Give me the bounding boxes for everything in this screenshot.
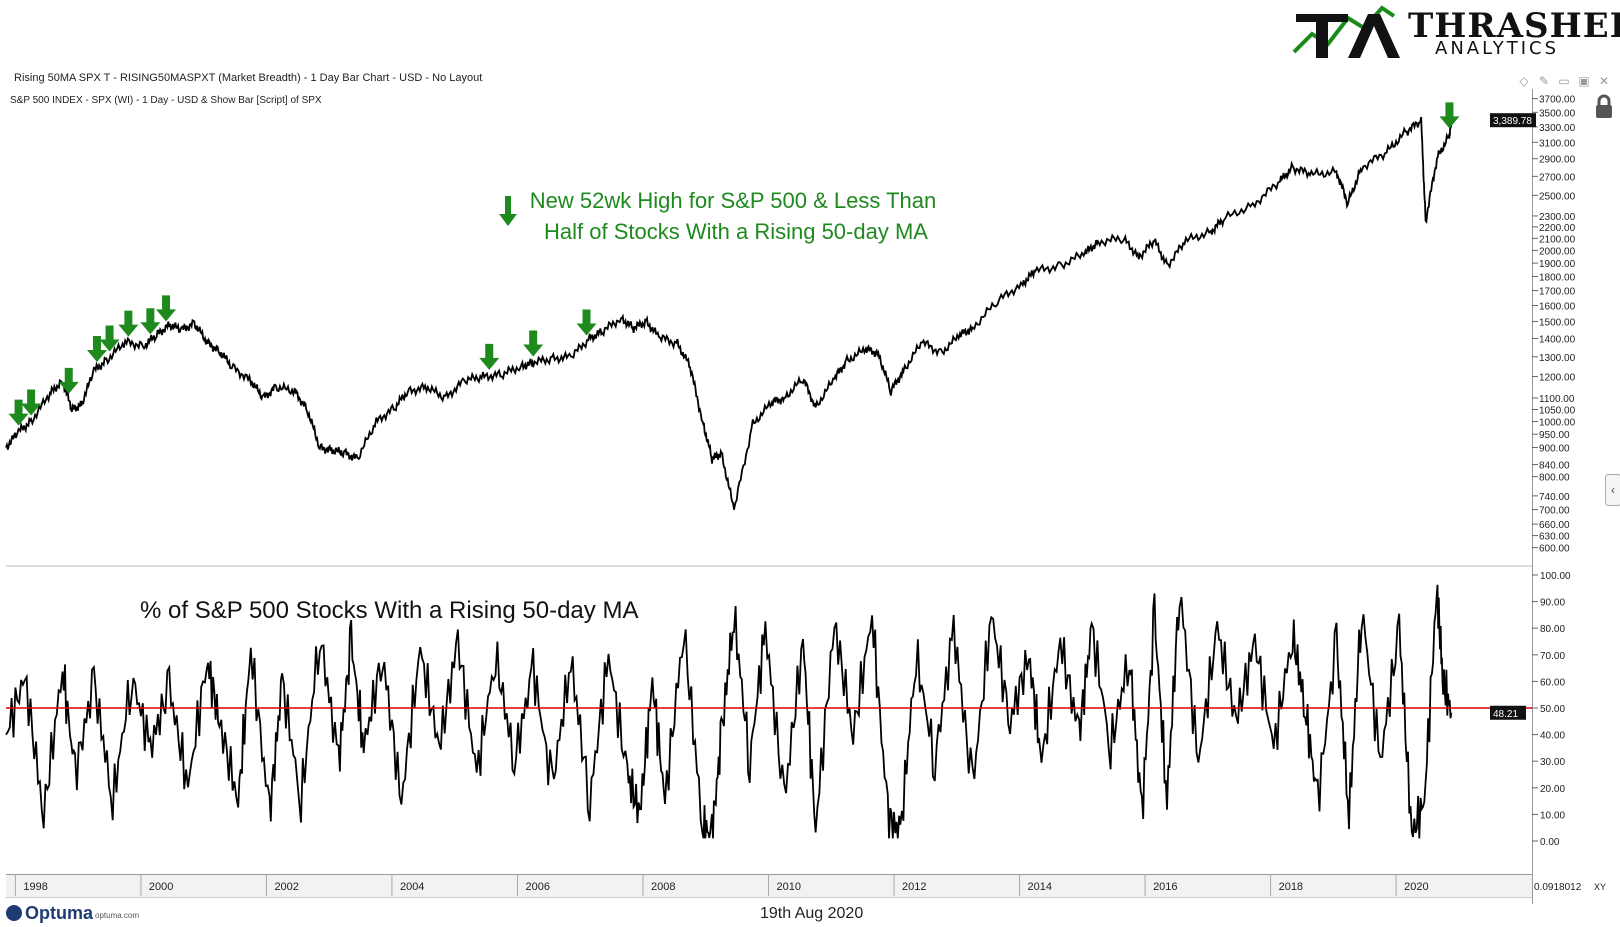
last-price-label: 3,389.78 <box>1493 116 1532 127</box>
signal-arrow <box>21 389 42 416</box>
legend-arrow <box>499 196 517 226</box>
price-axis-tick-label: 660.00 <box>1539 520 1570 531</box>
signal-arrow <box>140 308 161 335</box>
breadth-axis-tick-label: 30.00 <box>1540 757 1565 768</box>
price-axis-tick-label: 3300.00 <box>1539 123 1576 134</box>
time-axis-tick-label: 2002 <box>274 881 298 893</box>
price-axis-tick-label: 2900.00 <box>1539 155 1576 166</box>
breadth-line <box>5 584 1453 839</box>
breadth-axis-tick-label: 90.00 <box>1540 598 1565 609</box>
breadth-axis-tick-label: 70.00 <box>1540 651 1565 662</box>
price-axis-tick-label: 1900.00 <box>1539 259 1576 270</box>
breadth-axis-tick-label: 20.00 <box>1540 784 1565 795</box>
signal-arrow <box>87 335 107 362</box>
breadth-axis-tick-label: 60.00 <box>1540 677 1565 688</box>
price-axis-tick-label: 2200.00 <box>1539 223 1576 234</box>
time-axis-tick-label: 2014 <box>1028 881 1052 893</box>
time-axis-tick-label: 2016 <box>1153 881 1177 893</box>
annotation-line-2: Half of Stocks With a Rising 50-day MA <box>544 219 928 244</box>
price-axis-tick-label: 1200.00 <box>1539 373 1576 384</box>
price-axis-tick-label: 840.00 <box>1539 461 1570 472</box>
time-axis-tick-label: 2018 <box>1279 881 1303 893</box>
price-axis-tick-label: 1700.00 <box>1539 287 1576 298</box>
price-axis-tick-label: 1000.00 <box>1539 418 1576 429</box>
signal-arrow <box>58 367 79 394</box>
signal-arrow <box>118 310 139 337</box>
price-axis-tick-label: 1050.00 <box>1539 405 1576 416</box>
price-axis-tick-label: 1500.00 <box>1539 317 1576 328</box>
price-axis-tick-label: 3100.00 <box>1539 138 1576 149</box>
price-axis-tick-label: 2000.00 <box>1539 246 1576 257</box>
time-axis-tick-label: 2000 <box>149 881 173 893</box>
price-axis-tick-label: 3500.00 <box>1539 108 1576 119</box>
signal-arrow <box>479 343 500 370</box>
pin-icon[interactable]: ✎ <box>1538 74 1550 88</box>
upper-pane-title: S&P 500 INDEX - SPX (WI) - 1 Day - USD &… <box>10 95 322 106</box>
signal-arrow <box>8 399 29 426</box>
signal-arrow <box>99 325 120 352</box>
last-price-box <box>1490 113 1536 128</box>
price-axis-tick-label: 800.00 <box>1539 473 1570 484</box>
price-axis-tick-label: 740.00 <box>1539 492 1570 503</box>
price-axis-tick-label: 3700.00 <box>1539 95 1576 106</box>
close-icon[interactable]: ✕ <box>1598 74 1610 88</box>
optuma-brand: Optuma <box>6 903 93 924</box>
breadth-axis-tick-label: 40.00 <box>1540 731 1565 742</box>
price-axis-tick-label: 1800.00 <box>1539 272 1576 283</box>
pane-toolbar: ◇ ✎ ▭ ▣ ✕ <box>1514 74 1614 88</box>
time-axis-tick-label: 2010 <box>777 881 801 893</box>
xy-toggle-button[interactable]: XY <box>1594 882 1607 892</box>
price-axis-tick-label: 600.00 <box>1539 544 1570 555</box>
price-axis-tick-label: 950.00 <box>1539 430 1570 441</box>
price-axis-tick-label: 1100.00 <box>1539 394 1575 405</box>
breadth-axis-tick-label: 100.00 <box>1540 571 1571 582</box>
sp500-price-line <box>5 116 1453 510</box>
footer-date: 19th Aug 2020 <box>760 905 864 922</box>
signal-arrow <box>1439 102 1460 129</box>
logo-subtitle: ANALYTICS <box>1435 38 1560 59</box>
annotation-line-1: New 52wk High for S&P 500 & Less Than <box>530 188 936 213</box>
price-axis-tick-label: 2300.00 <box>1539 212 1576 223</box>
collapse-panel-button[interactable]: ‹ <box>1605 474 1620 506</box>
breadth-last-label: 48.21 <box>1493 709 1518 720</box>
price-axis-tick-label: 630.00 <box>1539 532 1570 543</box>
price-axis-tick-label: 2100.00 <box>1539 234 1576 245</box>
time-axis-tick-label: 2006 <box>525 881 549 893</box>
lock-icon[interactable] <box>1592 94 1616 120</box>
restore-icon[interactable]: ▭ <box>1558 74 1570 88</box>
time-axis-tick-label: 2012 <box>902 881 926 893</box>
breadth-axis-tick-label: 0.00 <box>1540 837 1560 848</box>
price-axis-tick-label: 2700.00 <box>1539 172 1576 183</box>
optuma-logo-icon <box>6 905 22 921</box>
breadth-axis-tick-label: 10.00 <box>1540 810 1565 821</box>
price-axis-tick-label: 2500.00 <box>1539 191 1576 202</box>
window-title: Rising 50MA SPX T - RISING50MASPXT (Mark… <box>14 72 483 84</box>
time-axis-tick-label: 1998 <box>23 881 47 893</box>
signal-arrow <box>576 309 597 336</box>
breadth-axis-tick-label: 80.00 <box>1540 624 1565 635</box>
diamond-icon[interactable]: ◇ <box>1519 74 1529 88</box>
breadth-axis-tick-label: 50.00 <box>1540 704 1565 715</box>
price-axis-tick-label: 900.00 <box>1539 444 1570 455</box>
price-axis-tick-label: 700.00 <box>1539 506 1570 517</box>
time-axis-tick-label: 2008 <box>651 881 675 893</box>
scale-readout[interactable]: 0.0918012 <box>1534 882 1582 893</box>
price-axis-tick-label: 1400.00 <box>1539 334 1576 345</box>
signal-arrow <box>523 330 544 357</box>
breadth-last-box <box>1490 705 1526 720</box>
price-axis-tick-label: 1300.00 <box>1539 353 1576 364</box>
window-icon[interactable]: ▣ <box>1578 74 1590 88</box>
logo-wordmark: THRASHER <box>1408 6 1620 46</box>
thrasher-analytics-logo: THRASHER ANALYTICS <box>1290 4 1620 62</box>
price-axis-tick-label: 1600.00 <box>1539 302 1576 313</box>
time-axis-tick-label: 2004 <box>400 881 424 893</box>
breadth-title: % of S&P 500 Stocks With a Rising 50-day… <box>140 597 638 624</box>
time-axis-tick-label: 2020 <box>1404 881 1428 893</box>
ta-logo-icon <box>1292 5 1400 58</box>
optuma-url: optuma.com <box>95 911 140 920</box>
signal-arrow <box>156 295 177 322</box>
